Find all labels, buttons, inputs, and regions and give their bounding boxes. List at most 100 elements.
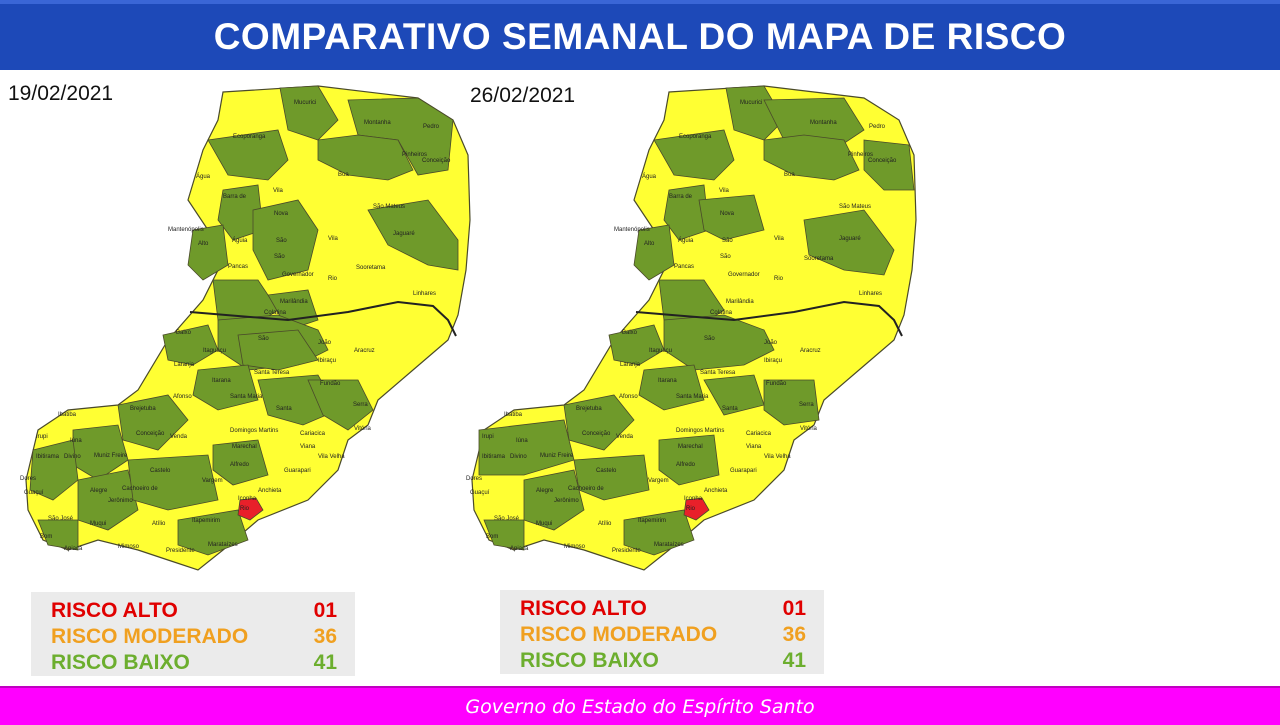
svg-text:Vila: Vila <box>273 188 284 194</box>
legend-label-low: RISCO BAIXO <box>520 649 659 672</box>
svg-text:Mimoso: Mimoso <box>118 544 140 550</box>
svg-text:Laranja: Laranja <box>620 362 641 368</box>
risk-map-left: Mucurici Montanha Pedro Ecoporanga Pinhe… <box>18 80 478 580</box>
svg-text:Cariacica: Cariacica <box>300 431 326 437</box>
legend-left: RISCO ALTO 01 RISCO MODERADO 36 RISCO BA… <box>31 592 355 676</box>
svg-text:Ibatiba: Ibatiba <box>504 412 523 418</box>
svg-text:Santa Maria: Santa Maria <box>230 394 263 400</box>
svg-text:Afonso: Afonso <box>619 394 638 400</box>
svg-text:Sooretama: Sooretama <box>356 265 386 271</box>
svg-text:Presidente: Presidente <box>166 548 195 554</box>
svg-text:Jaguaré: Jaguaré <box>393 231 415 237</box>
svg-text:Alfredo: Alfredo <box>230 462 250 468</box>
svg-text:Muqui: Muqui <box>90 521 106 527</box>
svg-text:Muniz Freire: Muniz Freire <box>94 453 128 459</box>
svg-text:Alegre: Alegre <box>536 488 554 494</box>
svg-text:Conceição: Conceição <box>422 158 451 164</box>
risk-map-svg-left: Mucurici Montanha Pedro Ecoporanga Pinhe… <box>20 85 471 571</box>
svg-text:São: São <box>722 238 733 244</box>
svg-text:Cachoeiro de: Cachoeiro de <box>122 486 158 492</box>
svg-text:Itarana: Itarana <box>658 378 677 384</box>
svg-text:Bom: Bom <box>40 534 52 540</box>
svg-text:Santa Maria: Santa Maria <box>676 394 709 400</box>
svg-text:São José: São José <box>494 516 520 522</box>
legend-right: RISCO ALTO 01 RISCO MODERADO 36 RISCO BA… <box>500 590 824 674</box>
svg-text:Ibitirama: Ibitirama <box>482 454 506 460</box>
svg-text:Anchieta: Anchieta <box>258 488 282 494</box>
risk-map-svg-right: Mucurici Montanha Pedro Ecoporanga Pinhe… <box>466 85 917 571</box>
svg-text:Ibiraçu: Ibiraçu <box>318 358 336 364</box>
svg-text:Iconha: Iconha <box>684 496 703 502</box>
legend-label-high: RISCO ALTO <box>51 599 178 622</box>
svg-text:Dores: Dores <box>20 476 36 482</box>
svg-text:Castelo: Castelo <box>150 468 171 474</box>
legend-row-moderate: RISCO MODERADO 36 <box>51 624 337 650</box>
svg-text:Divino: Divino <box>510 454 527 460</box>
svg-text:Pinheiros: Pinheiros <box>848 152 873 158</box>
svg-text:Águia: Águia <box>678 237 694 244</box>
svg-text:São: São <box>720 254 731 260</box>
svg-text:Baixo: Baixo <box>176 330 192 336</box>
svg-text:Rio: Rio <box>240 506 250 512</box>
svg-text:Marataízes: Marataízes <box>208 542 238 548</box>
svg-text:João: João <box>764 340 778 346</box>
svg-text:Água: Água <box>642 173 657 180</box>
legend-label-moderate: RISCO MODERADO <box>51 625 249 648</box>
svg-text:Presidente: Presidente <box>612 548 641 554</box>
svg-text:Conceição: Conceição <box>136 431 165 437</box>
svg-text:São: São <box>258 336 269 342</box>
page-title: COMPARATIVO SEMANAL DO MAPA DE RISCO <box>213 16 1067 57</box>
risk-map-right: Mucurici Montanha Pedro Ecoporanga Pinhe… <box>464 80 924 580</box>
svg-text:Atílio: Atílio <box>152 521 166 527</box>
svg-text:Itarana: Itarana <box>212 378 231 384</box>
svg-text:Pancas: Pancas <box>228 264 248 270</box>
svg-text:Água: Água <box>196 173 211 180</box>
svg-text:Boa: Boa <box>338 172 349 178</box>
svg-text:Ibitirama: Ibitirama <box>36 454 60 460</box>
title-bar: COMPARATIVO SEMANAL DO MAPA DE RISCO <box>0 0 1280 70</box>
svg-text:Jerônimo: Jerônimo <box>108 498 133 504</box>
svg-text:Baixo: Baixo <box>622 330 638 336</box>
svg-text:Barra de: Barra de <box>669 194 693 200</box>
svg-text:Pinheiros: Pinheiros <box>402 152 427 158</box>
svg-text:Marataízes: Marataízes <box>654 542 684 548</box>
svg-text:Conceição: Conceição <box>868 158 897 164</box>
legend-value-moderate: 36 <box>782 623 806 646</box>
svg-text:Pancas: Pancas <box>674 264 694 270</box>
svg-text:Pedro: Pedro <box>423 124 440 130</box>
svg-text:Divino: Divino <box>64 454 81 460</box>
svg-text:Boa: Boa <box>784 172 795 178</box>
svg-text:Mantenópolis: Mantenópolis <box>614 227 650 233</box>
legend-value-low: 41 <box>313 651 337 674</box>
svg-text:Colatina: Colatina <box>264 310 287 316</box>
svg-text:Serra: Serra <box>799 402 814 408</box>
svg-text:Muqui: Muqui <box>536 521 552 527</box>
svg-text:Montanha: Montanha <box>364 120 391 126</box>
svg-text:Domingos Martins: Domingos Martins <box>676 428 724 434</box>
svg-text:Guaçuí: Guaçuí <box>470 490 490 496</box>
svg-text:Vitória: Vitória <box>354 426 372 432</box>
svg-text:Rio: Rio <box>686 506 696 512</box>
svg-text:Linhares: Linhares <box>859 291 882 297</box>
svg-text:Ibiraçu: Ibiraçu <box>764 358 782 364</box>
svg-text:Itapemirim: Itapemirim <box>638 518 666 524</box>
legend-row-high: RISCO ALTO 01 <box>520 596 806 622</box>
svg-text:São Mateus: São Mateus <box>839 204 871 210</box>
footer-text: Governo do Estado do Espírito Santo <box>465 695 815 718</box>
svg-text:Barra de: Barra de <box>223 194 247 200</box>
svg-text:Alfredo: Alfredo <box>676 462 696 468</box>
svg-text:Atílio: Atílio <box>598 521 612 527</box>
svg-text:Brejetuba: Brejetuba <box>576 406 602 412</box>
legend-row-high: RISCO ALTO 01 <box>51 598 337 624</box>
svg-text:Iconha: Iconha <box>238 496 257 502</box>
legend-label-moderate: RISCO MODERADO <box>520 623 718 646</box>
legend-label-low: RISCO BAIXO <box>51 651 190 674</box>
svg-text:São: São <box>274 254 285 260</box>
svg-text:Vila Velha: Vila Velha <box>764 454 791 460</box>
svg-text:Santa: Santa <box>276 406 292 412</box>
svg-text:Itaguaçu: Itaguaçu <box>203 348 226 354</box>
svg-text:Irupi: Irupi <box>36 434 48 440</box>
svg-text:Laranja: Laranja <box>174 362 195 368</box>
svg-text:Castelo: Castelo <box>596 468 617 474</box>
svg-text:Mantenópolis: Mantenópolis <box>168 227 204 233</box>
